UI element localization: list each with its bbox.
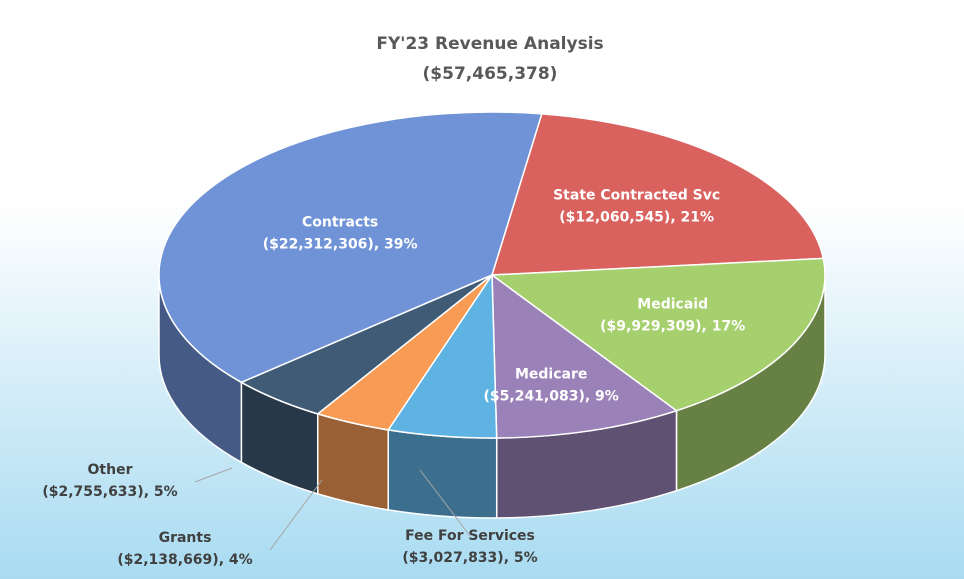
slice	[491, 273, 679, 439]
data-label-value: ($22,312,306), 39%	[263, 236, 418, 252]
slice-side	[387, 429, 498, 519]
data-label-name: State Contracted Svc	[553, 188, 720, 204]
data-label-name: Medicare	[515, 366, 587, 382]
leader-line	[269, 479, 323, 551]
chart-subtitle: ($57,465,378)	[423, 64, 558, 84]
chart-title: FY'23 Revenue Analysis	[376, 34, 603, 54]
data-label-name: Grants	[159, 530, 212, 546]
leader-line	[194, 467, 233, 483]
data-label-value: ($5,241,083), 9%	[484, 388, 619, 404]
slice	[489, 257, 826, 412]
leader-line	[419, 469, 471, 537]
data-label-name: Contracts	[302, 214, 378, 230]
data-label-value: ($2,138,669), 4%	[117, 552, 252, 568]
data-label-value: ($9,929,309), 17%	[600, 319, 745, 335]
slice	[158, 111, 543, 384]
data-label-name: Medicaid	[637, 297, 708, 313]
data-label-name: Other	[88, 462, 133, 478]
data-label-name: Fee For Services	[405, 528, 535, 544]
data-label-value: ($12,060,545), 21%	[559, 210, 714, 226]
data-label-value: ($3,027,833), 5%	[402, 550, 537, 566]
slice	[490, 113, 825, 276]
data-label-value: ($2,755,633), 5%	[42, 484, 177, 500]
